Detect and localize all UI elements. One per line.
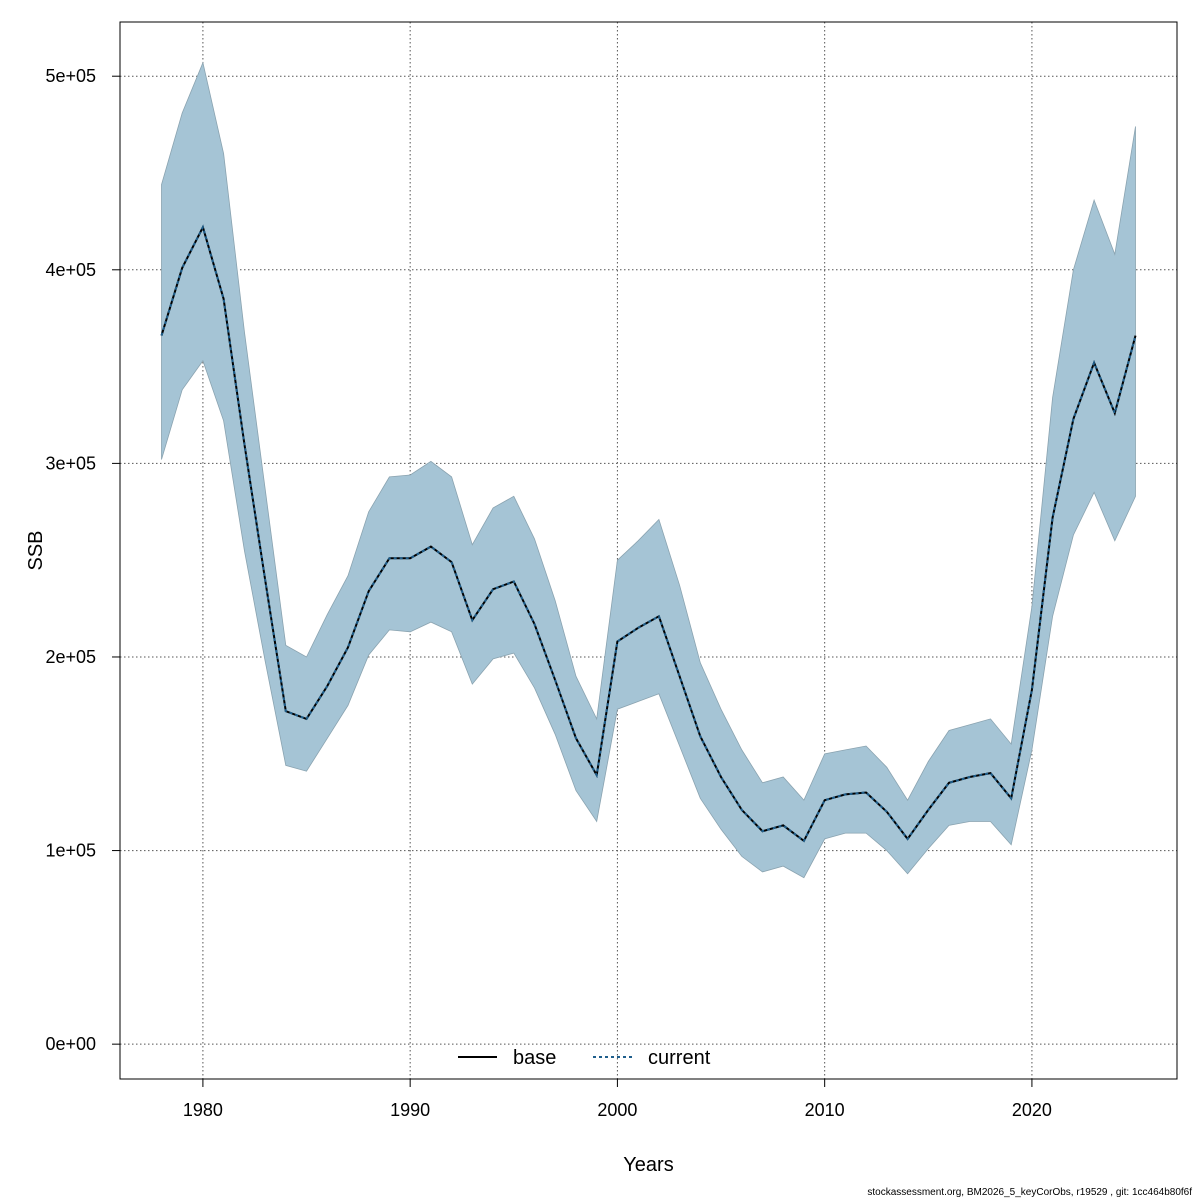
legend: base current bbox=[458, 1047, 711, 1069]
x-axis-title: Years bbox=[623, 1154, 673, 1176]
y-axis-title: SSB bbox=[25, 530, 47, 570]
x-axis: 1980 1990 2000 2010 2020 bbox=[183, 1079, 1052, 1120]
grid-layer bbox=[120, 22, 1177, 1079]
legend-label-base: base bbox=[513, 1047, 556, 1069]
x-tick-label-1990: 1990 bbox=[390, 1100, 430, 1120]
series-line-current bbox=[160, 224, 1137, 843]
y-tick-label-2e+05: 2e+05 bbox=[45, 647, 96, 667]
y-tick-label-0e+00: 0e+00 bbox=[45, 1034, 96, 1054]
plot-frame bbox=[119, 21, 1178, 1080]
x-tick-label-2000: 2000 bbox=[597, 1100, 637, 1120]
y-tick-label-1e+05: 1e+05 bbox=[45, 841, 96, 861]
y-tick-label-5e+05: 5e+05 bbox=[45, 66, 96, 86]
y-tick-label-3e+05: 3e+05 bbox=[45, 453, 96, 473]
footer-note: stockassessment.org, BM2026_5_keyCorObs,… bbox=[867, 1187, 1192, 1198]
y-axis: 0e+00 1e+05 2e+05 3e+05 4e+05 5e+05 bbox=[45, 66, 120, 1054]
legend-label-current: current bbox=[648, 1047, 711, 1069]
x-tick-label-2020: 2020 bbox=[1012, 1100, 1052, 1120]
x-tick-label-1980: 1980 bbox=[183, 1100, 223, 1120]
confidence-band bbox=[161, 61, 1136, 879]
y-tick-label-4e+05: 4e+05 bbox=[45, 260, 96, 280]
x-tick-label-2010: 2010 bbox=[805, 1100, 845, 1120]
